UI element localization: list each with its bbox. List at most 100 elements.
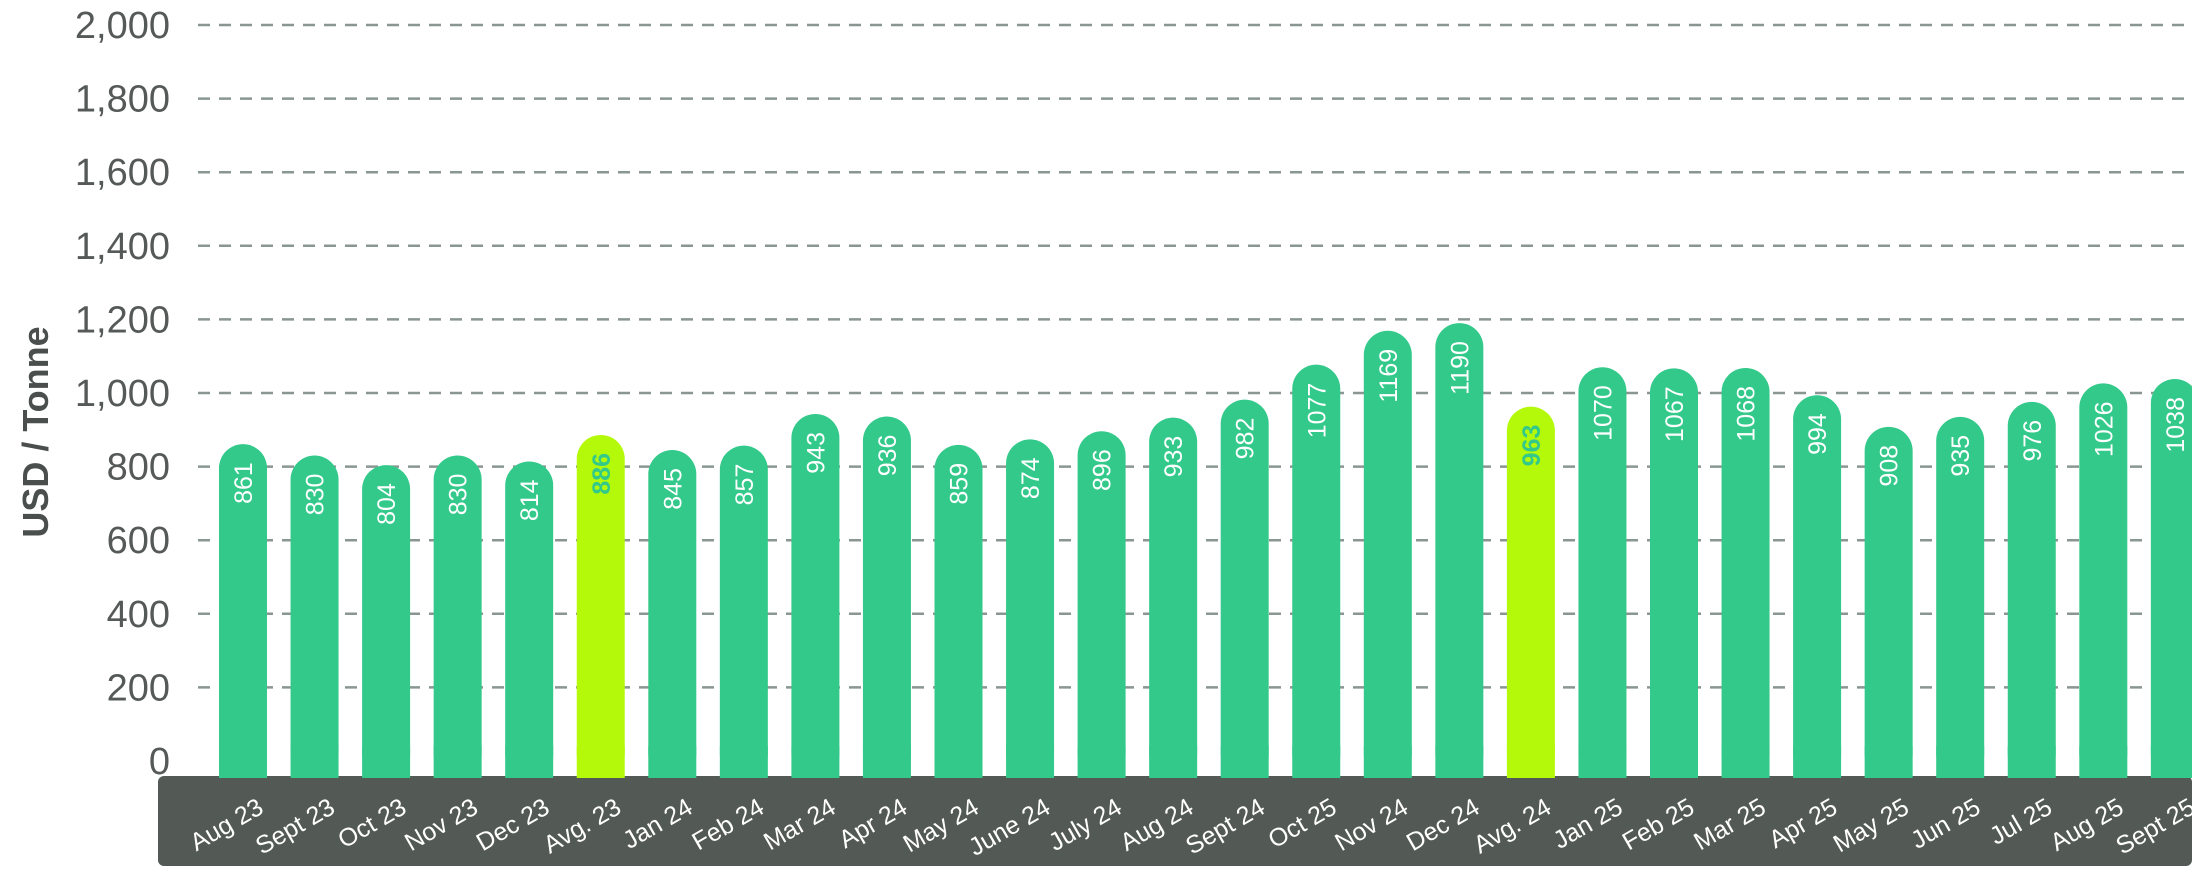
bar <box>934 444 983 778</box>
bar-value-label: 963 <box>1518 425 1546 467</box>
bar-base <box>362 746 411 778</box>
bar <box>505 461 554 778</box>
bar-base <box>1506 746 1555 778</box>
bar-base <box>2150 746 2192 778</box>
bar <box>2150 379 2192 778</box>
bar-value-label: 830 <box>445 474 473 516</box>
bar <box>1363 330 1412 778</box>
bar-base <box>1077 746 1126 778</box>
bar <box>2007 401 2056 778</box>
bar <box>433 455 482 778</box>
bar-value-label: 982 <box>1232 418 1260 460</box>
bar <box>648 450 697 778</box>
bar-base <box>862 746 911 778</box>
bar <box>1506 406 1555 778</box>
y-tick-label: 200 <box>107 667 170 709</box>
bar <box>862 416 911 778</box>
bar-value-label: 1169 <box>1375 349 1403 403</box>
bar <box>219 444 267 778</box>
y-tick-label: 1,200 <box>75 299 170 341</box>
bar-value-label: 859 <box>946 463 974 505</box>
bar <box>1578 367 1627 778</box>
bar-base <box>2079 746 2128 778</box>
bar <box>1721 367 1770 778</box>
bar-value-label: 814 <box>516 479 544 521</box>
bar-value-label: 1038 <box>2162 397 2190 453</box>
bar-base <box>1650 746 1698 778</box>
y-axis-ticks: 0 200 400 600 800 1,000 1,200 1,400 1,600 1,800 2,… <box>75 5 170 783</box>
bar <box>1292 364 1341 778</box>
bar <box>1149 417 1198 778</box>
bar-value-label: 861 <box>230 462 258 504</box>
bar-base <box>648 746 697 778</box>
bar-base <box>505 746 554 778</box>
bar <box>719 445 768 778</box>
bar-value-label: 908 <box>1876 445 1904 487</box>
y-tick-label: 1,600 <box>75 152 170 194</box>
bar-base <box>1292 746 1341 778</box>
bar <box>1793 395 1842 778</box>
bar-base <box>1363 746 1412 778</box>
bar-base <box>1793 746 1842 778</box>
y-tick-label: 1,800 <box>75 79 170 121</box>
bar <box>791 413 840 778</box>
bar <box>1936 416 1985 778</box>
bar-base <box>1435 746 1484 778</box>
bar-value-label: 1070 <box>1589 385 1617 441</box>
bar-value-label: 830 <box>302 474 330 516</box>
y-tick-label: 2,000 <box>75 5 170 47</box>
bar-base <box>290 746 339 778</box>
bar <box>362 465 411 778</box>
bar-base <box>1220 746 1269 778</box>
bar-value-label: 886 <box>588 453 616 495</box>
bars: 861 830 804 830 814 886 845 857 943 936 859 874 896 9… <box>219 323 2192 778</box>
bar-value-label: 976 <box>2019 420 2047 462</box>
bar-value-label: 943 <box>802 432 830 474</box>
y-tick-label: 800 <box>107 447 170 489</box>
bar-value-label: 994 <box>1804 413 1832 455</box>
bar <box>1864 426 1913 778</box>
bar-value-label: 874 <box>1017 457 1045 499</box>
bar-base <box>1006 746 1055 778</box>
bar <box>1435 323 1484 778</box>
bar-base <box>1936 746 1985 778</box>
bar <box>1006 439 1055 778</box>
bar-base <box>791 746 840 778</box>
bar-base <box>2007 746 2056 778</box>
bar-base <box>719 746 768 778</box>
bar <box>2079 383 2128 778</box>
bar-value-label: 933 <box>1160 436 1188 478</box>
bar-base <box>576 746 625 778</box>
y-tick-label: 600 <box>107 520 170 562</box>
bar-value-label: 1190 <box>1446 341 1474 395</box>
bar-value-label: 857 <box>731 464 759 506</box>
bar-base <box>219 746 267 778</box>
y-tick-label: 400 <box>107 594 170 636</box>
bar <box>290 455 339 778</box>
bar-base <box>1578 746 1627 778</box>
bar-value-label: 804 <box>373 483 401 525</box>
bar-value-label: 1068 <box>1733 386 1761 442</box>
bar-base <box>1721 746 1770 778</box>
bar-value-label: 935 <box>1947 435 1975 477</box>
bar-base <box>1149 746 1198 778</box>
bar <box>1077 431 1126 778</box>
bar <box>1220 399 1269 778</box>
y-tick-label: 1,400 <box>75 226 170 268</box>
y-axis-label: USD / Tonne <box>15 326 56 537</box>
bar-value-label: 1067 <box>1661 386 1689 442</box>
bar-value-label: 1026 <box>2090 401 2118 457</box>
y-tick-label: 1,000 <box>75 373 170 415</box>
bar-value-label: 936 <box>874 435 902 477</box>
bar-base <box>934 746 983 778</box>
x-axis-band <box>158 776 2192 866</box>
bar <box>1650 368 1698 778</box>
bar-base <box>433 746 482 778</box>
bar-value-label: 1077 <box>1303 383 1331 439</box>
y-tick-label: 0 <box>149 741 170 783</box>
bar <box>576 434 625 778</box>
bar-base <box>1864 746 1913 778</box>
bar-value-label: 845 <box>659 468 687 510</box>
